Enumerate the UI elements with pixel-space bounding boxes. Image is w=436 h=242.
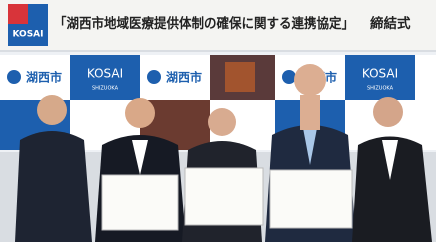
banner-title: 「湖西市地域医療提供体制の確保に関する連携協定」 [54, 15, 354, 32]
document [102, 175, 178, 230]
corner-logo-text: KOSAI [12, 30, 43, 40]
document [270, 170, 352, 228]
person-head [208, 108, 236, 136]
tile-text: KOSAI [87, 67, 123, 81]
tile-sub: SHIZUOKA [367, 86, 394, 92]
person-head [37, 95, 67, 125]
logo-icon [7, 70, 21, 84]
logo-icon [147, 70, 161, 84]
document [185, 168, 263, 225]
tile [415, 55, 436, 100]
photo: KOSAI 「湖西市地域医療提供体制の確保に関する連携協定」 締結式 湖西市 K… [0, 0, 436, 242]
corner-logo-accent [8, 4, 28, 24]
page: KOSAI 「湖西市地域医療提供体制の確保に関する連携協定」 締結式 湖西市 K… [0, 0, 436, 242]
tile-text: 湖西市 [26, 70, 62, 85]
tile-text: KOSAI [362, 67, 398, 81]
banner-suffix: 締結式 [370, 15, 411, 32]
person-head [294, 64, 326, 96]
person-head [373, 97, 403, 127]
tile-sub: SHIZUOKA [92, 86, 119, 92]
tile-text: 湖西市 [166, 70, 202, 85]
photo-tile-detail [225, 62, 255, 92]
logo-icon [282, 70, 296, 84]
person-neck [300, 95, 320, 130]
person-head [125, 98, 155, 128]
person-body [15, 131, 92, 242]
